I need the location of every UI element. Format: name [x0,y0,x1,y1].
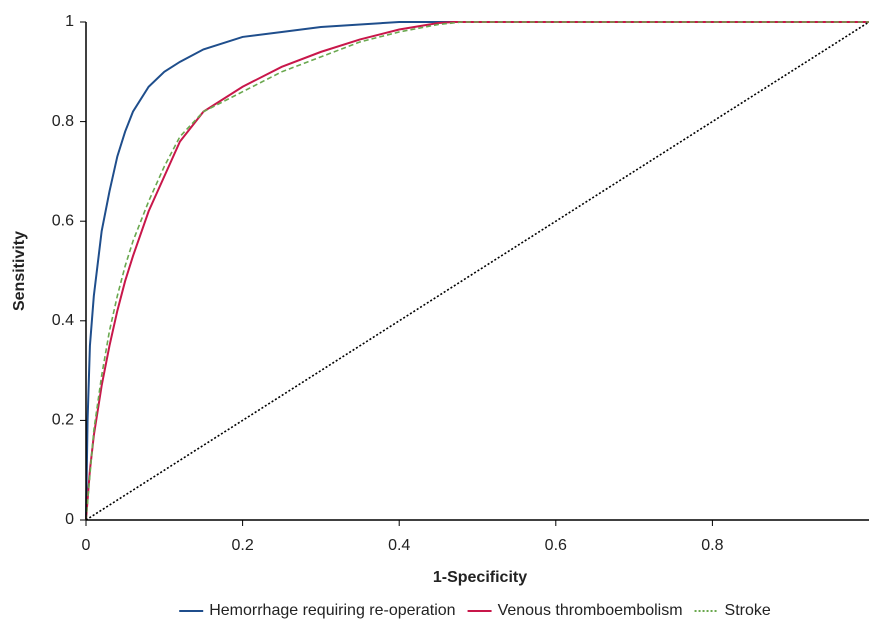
x-tick-label: 0.4 [388,537,410,554]
y-tick-label: 0.6 [52,212,74,229]
x-tick-label: 0.6 [545,537,567,554]
x-axis-label: 1-Specificity [433,569,527,586]
series-line [85,21,869,521]
y-tick-label: 1 [65,13,74,30]
series-line [85,21,869,521]
x-tick-label: 0.8 [701,537,723,554]
legend-label: Venous thromboembolism [498,602,683,619]
legend-label: Stroke [725,602,771,619]
y-tick-label: 0.4 [52,312,74,329]
legend-label: Hemorrhage requiring re-operation [209,602,455,619]
x-tick-label: 0 [82,537,91,554]
series-line [85,21,869,521]
y-tick-label: 0 [65,511,74,528]
y-axis-label: Sensitivity [11,231,28,311]
series-line [85,21,870,521]
x-tick-label: 0.2 [231,537,253,554]
y-tick-label: 0.8 [52,113,74,130]
y-tick-label: 0.2 [52,412,74,429]
